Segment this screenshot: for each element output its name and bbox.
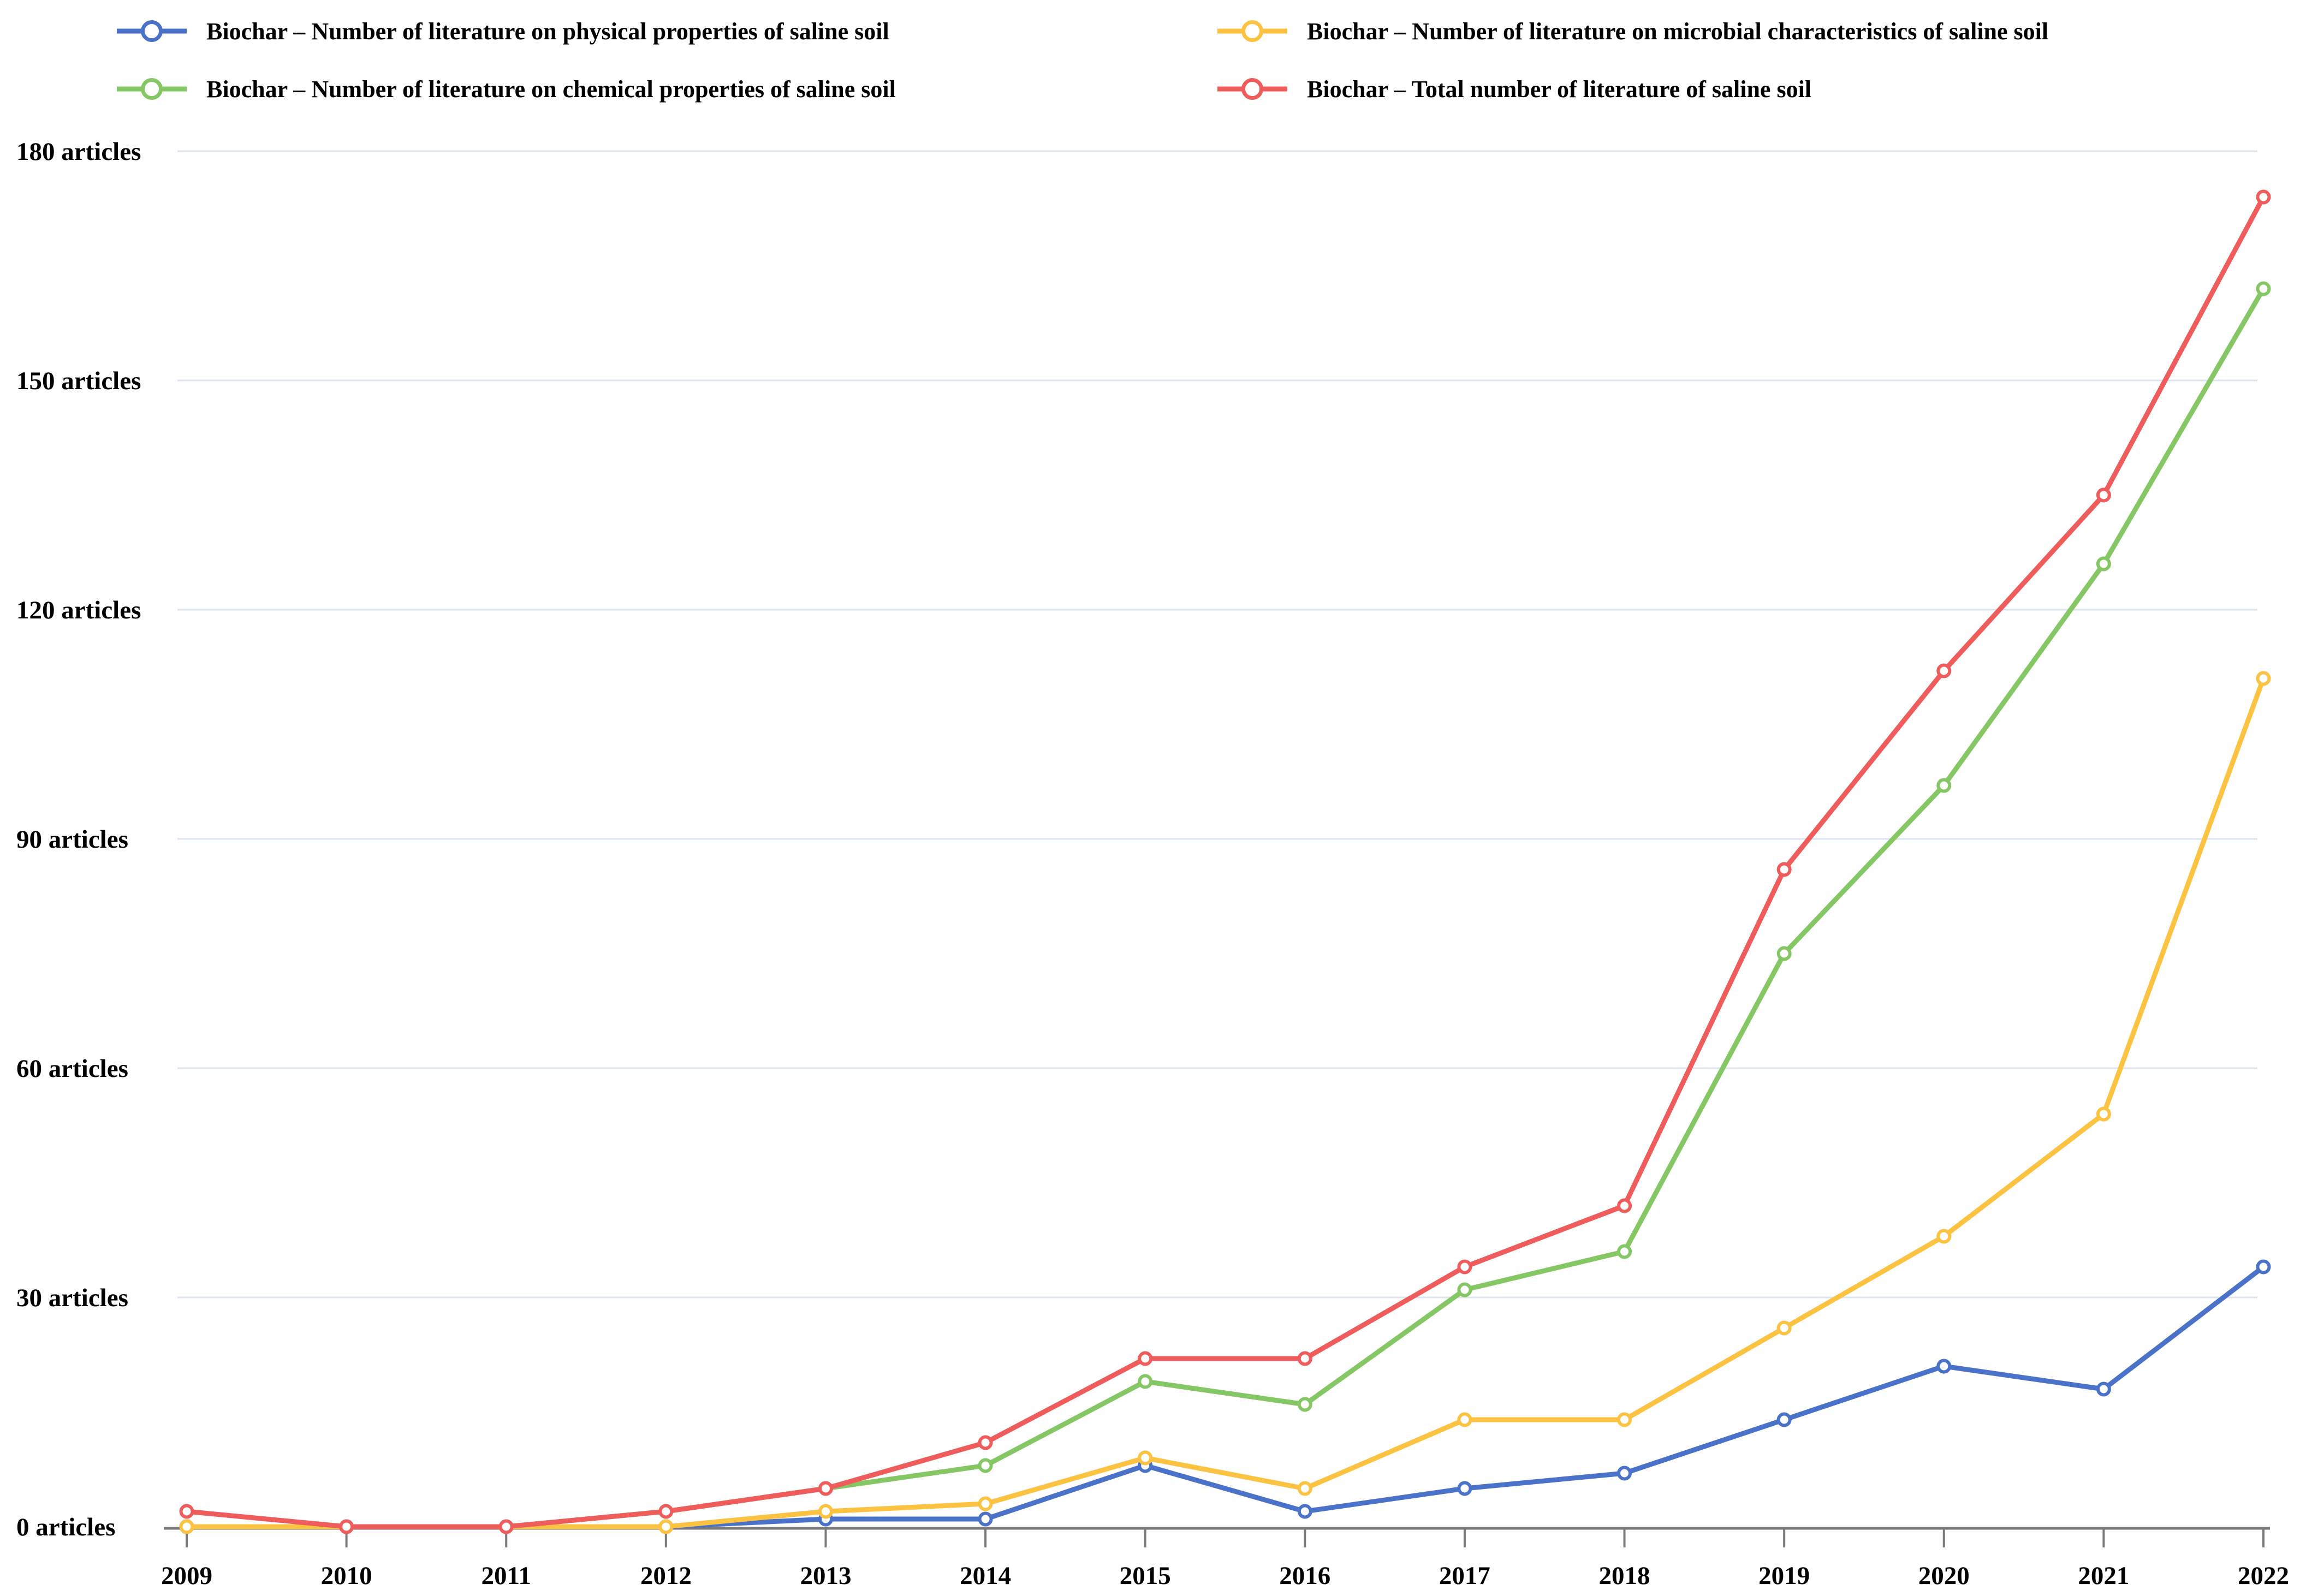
x-tick-label: 2021 xyxy=(2078,1562,2129,1590)
data-point-total-2021 xyxy=(2096,487,2111,503)
x-tick-label: 2009 xyxy=(161,1562,212,1590)
x-tick-label: 2013 xyxy=(800,1562,851,1590)
series-line-chemical xyxy=(184,286,2266,1529)
legend-label-microbial: Biochar – Number of literature on microb… xyxy=(1307,17,2049,45)
data-point-microbial-2016 xyxy=(1297,1481,1312,1496)
legend: Biochar – Number of literature on physic… xyxy=(116,2,2048,118)
x-tick-label: 2010 xyxy=(321,1562,372,1590)
data-point-physical-2017 xyxy=(1457,1481,1472,1496)
x-tick-label: 2015 xyxy=(1120,1562,1171,1590)
data-point-chemical-2016 xyxy=(1297,1397,1312,1412)
data-point-microbial-2013 xyxy=(818,1504,833,1519)
x-tick-label: 2020 xyxy=(1918,1562,1970,1590)
series-line-microbial xyxy=(184,676,2266,1529)
data-point-physical-2018 xyxy=(1617,1466,1632,1481)
x-tick-label: 2012 xyxy=(640,1562,692,1590)
data-point-chemical-2020 xyxy=(1936,778,1952,793)
data-point-chemical-2018 xyxy=(1617,1244,1632,1259)
line-circle-marker-icon xyxy=(1217,20,1287,42)
data-point-total-2020 xyxy=(1936,663,1952,678)
x-tick-label: 2017 xyxy=(1439,1562,1490,1590)
data-point-physical-2021 xyxy=(2096,1381,2111,1397)
y-tick-label: 150 articles xyxy=(16,367,141,395)
data-point-physical-2016 xyxy=(1297,1504,1312,1519)
y-tick-label: 60 articles xyxy=(16,1055,128,1083)
data-point-total-2011 xyxy=(498,1519,514,1534)
data-point-total-2019 xyxy=(1776,862,1792,877)
data-point-total-2016 xyxy=(1297,1351,1312,1366)
data-point-microbial-2022 xyxy=(2256,671,2271,686)
data-point-microbial-2020 xyxy=(1936,1229,1952,1244)
x-tick-label: 2014 xyxy=(960,1562,1011,1590)
data-point-chemical-2017 xyxy=(1457,1282,1472,1297)
y-tick-label: 90 articles xyxy=(16,825,128,854)
x-tick-label: 2011 xyxy=(482,1562,531,1590)
x-tick-label: 2016 xyxy=(1279,1562,1330,1590)
data-point-total-2010 xyxy=(339,1519,354,1534)
data-point-microbial-2012 xyxy=(658,1519,674,1534)
y-tick-label: 30 articles xyxy=(16,1284,128,1312)
legend-item-chemical: Biochar – Number of literature on chemic… xyxy=(116,75,1216,103)
data-point-microbial-2017 xyxy=(1457,1412,1472,1427)
data-point-physical-2019 xyxy=(1776,1412,1792,1427)
data-point-chemical-2022 xyxy=(2256,281,2271,296)
data-point-chemical-2019 xyxy=(1776,946,1792,961)
data-point-total-2012 xyxy=(658,1504,674,1519)
data-point-microbial-2018 xyxy=(1617,1412,1632,1427)
data-point-chemical-2014 xyxy=(978,1458,993,1473)
legend-label-physical: Biochar – Number of literature on physic… xyxy=(206,17,889,45)
data-point-total-2013 xyxy=(818,1481,833,1496)
data-point-chemical-2015 xyxy=(1138,1374,1153,1389)
line-circle-marker-icon xyxy=(117,20,187,42)
y-tick-label: 0 articles xyxy=(16,1513,115,1541)
x-tick-label: 2018 xyxy=(1599,1562,1650,1590)
data-point-chemical-2021 xyxy=(2096,556,2111,571)
series-line-total xyxy=(184,194,2266,1529)
data-point-total-2009 xyxy=(179,1504,194,1519)
data-point-total-2015 xyxy=(1138,1351,1153,1366)
data-point-microbial-2009 xyxy=(179,1519,194,1534)
legend-item-physical: Biochar – Number of literature on physic… xyxy=(116,17,1216,45)
y-tick-label: 120 articles xyxy=(16,596,141,624)
data-point-total-2017 xyxy=(1457,1259,1472,1275)
y-tick-label: 180 articles xyxy=(16,138,141,166)
x-tick-label: 2019 xyxy=(1758,1562,1810,1590)
legend-label-chemical: Biochar – Number of literature on chemic… xyxy=(206,75,896,103)
data-point-total-2022 xyxy=(2256,189,2271,205)
legend-item-total: Biochar – Total number of literature of … xyxy=(1216,75,2048,103)
data-point-microbial-2015 xyxy=(1138,1450,1153,1466)
data-point-total-2014 xyxy=(978,1435,993,1450)
line-circle-marker-icon xyxy=(117,78,187,100)
data-point-microbial-2014 xyxy=(978,1496,993,1511)
legend-label-total: Biochar – Total number of literature of … xyxy=(1307,75,1812,103)
series-line-physical xyxy=(184,1264,2266,1529)
data-point-microbial-2019 xyxy=(1776,1320,1792,1336)
x-tick-label: 2022 xyxy=(2238,1562,2289,1590)
data-point-physical-2020 xyxy=(1936,1359,1952,1374)
line-circle-marker-icon xyxy=(1217,78,1287,100)
data-point-total-2018 xyxy=(1617,1198,1632,1213)
data-point-microbial-2021 xyxy=(2096,1106,2111,1122)
data-point-physical-2014 xyxy=(978,1511,993,1527)
data-point-physical-2022 xyxy=(2256,1259,2271,1275)
legend-item-microbial: Biochar – Number of literature on microb… xyxy=(1216,17,2048,45)
